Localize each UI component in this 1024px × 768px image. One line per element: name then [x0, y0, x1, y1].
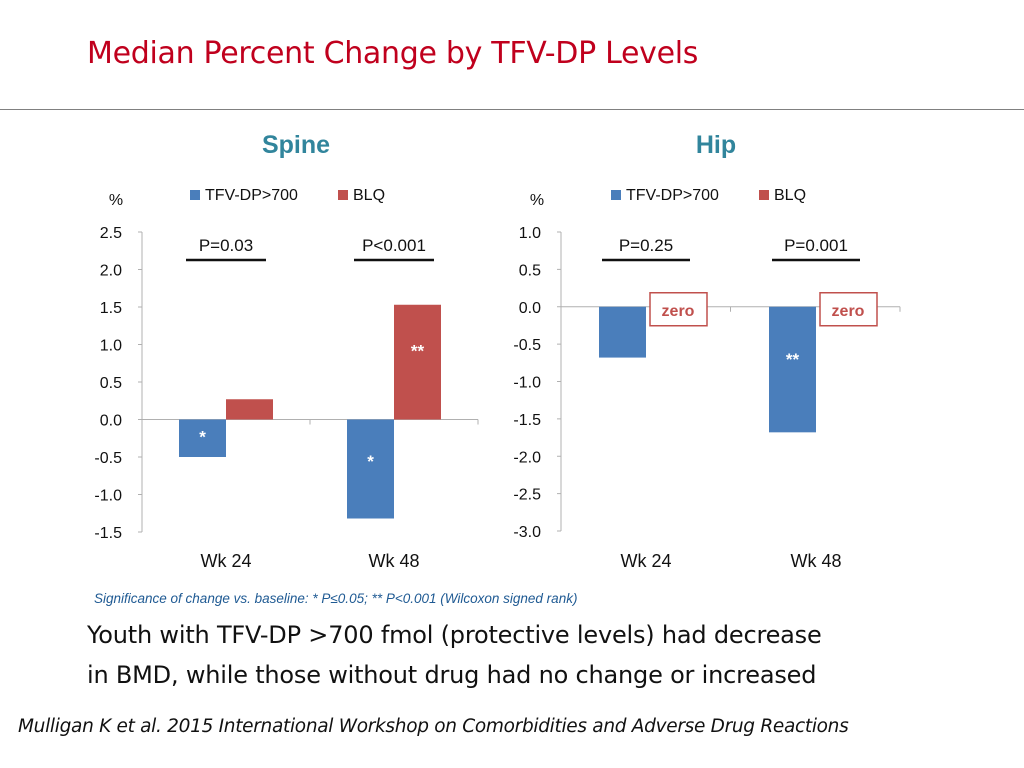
spine-bar-tfv-wk24: [179, 419, 226, 457]
hip-y-tick-label: -1.0: [513, 375, 541, 392]
title-divider: [0, 109, 1024, 110]
spine-pvalue-wk48: P<0.001: [362, 236, 426, 255]
hip-zero-box-wk48: [819, 292, 878, 327]
hip-bar-tfv-wk24: [599, 306, 646, 358]
hip-significance-mark-wk48: **: [786, 350, 800, 369]
hip-y-tick-label: 1.0: [519, 225, 541, 242]
hip-legend-label-tfv: TFV-DP>700: [626, 187, 719, 204]
hip-pvalue-wk48: P=0.001: [784, 236, 848, 255]
spine-y-tick-label: 2.0: [100, 263, 122, 280]
hip-y-tick-label: 0.5: [519, 262, 541, 279]
spine-significance-mark-wk48: **: [411, 341, 425, 360]
hip-legend-swatch-tfv: [611, 190, 621, 200]
caption: Youth with TFV-DP >700 fmol (protective …: [87, 615, 822, 695]
bmd-charts-figure: Significance of change vs. baseline: * P…: [94, 131, 901, 606]
hip-y-axis-label: %: [530, 192, 544, 209]
hip-chart-title: Hip: [696, 131, 736, 159]
hip-pvalue-wk24: P=0.25: [619, 236, 673, 255]
spine-chart-title: Spine: [262, 131, 330, 159]
hip-bar-tfv-wk48: [769, 306, 816, 433]
spine-y-tick-label: 2.5: [100, 225, 122, 242]
spine-pvalue-wk24: P=0.03: [199, 236, 253, 255]
spine-x-label-wk24: Wk 24: [200, 551, 251, 571]
hip-x-label-wk48: Wk 48: [790, 551, 841, 571]
spine-legend-swatch-tfv: [190, 190, 200, 200]
spine-significance-mark-wk24: *: [199, 428, 206, 447]
hip-y-tick-label: 0.0: [519, 300, 541, 317]
slide-title: Median Percent Change by TFV-DP Levels: [87, 36, 699, 71]
hip-zero-box-wk24: [649, 292, 708, 327]
spine-y-tick-label: -1.0: [94, 488, 122, 505]
hip-zero-label-wk24: zero: [662, 303, 695, 320]
hip-y-tick-label: -2.0: [513, 449, 541, 466]
hip-y-tick-label: -0.5: [513, 337, 541, 354]
hip-y-tick-label: -1.5: [513, 412, 541, 429]
spine-significance-mark-wk48: *: [367, 452, 374, 471]
caption-line-2: in BMD, while those without drug had no …: [87, 661, 817, 689]
spine-bar-blq-wk24: [226, 399, 273, 420]
hip-zero-label-wk48: zero: [832, 303, 865, 320]
spine-x-label-wk48: Wk 48: [368, 551, 419, 571]
citation: Mulligan K et al. 2015 International Wor…: [18, 716, 849, 737]
caption-line-1: Youth with TFV-DP >700 fmol (protective …: [87, 621, 822, 649]
spine-y-tick-label: 0.5: [100, 375, 122, 392]
spine-y-tick-label: -1.5: [94, 525, 122, 542]
spine-legend-swatch-blq: [338, 190, 348, 200]
spine-y-tick-label: 1.0: [100, 338, 122, 355]
hip-legend-swatch-blq: [759, 190, 769, 200]
spine-y-axis-label: %: [109, 192, 123, 209]
spine-legend-label-tfv: TFV-DP>700: [205, 187, 298, 204]
spine-y-tick-label: -0.5: [94, 450, 122, 467]
hip-y-tick-label: -3.0: [513, 524, 541, 541]
significance-footnote: Significance of change vs. baseline: * P…: [94, 591, 577, 606]
hip-x-label-wk24: Wk 24: [620, 551, 671, 571]
spine-bar-blq-wk48: [394, 304, 441, 420]
spine-y-tick-label: 1.5: [100, 300, 122, 317]
spine-bar-tfv-wk48: [347, 419, 394, 519]
hip-y-tick-label: -2.5: [513, 487, 541, 504]
spine-y-tick-label: 0.0: [100, 413, 122, 430]
spine-legend-label-blq: BLQ: [353, 187, 385, 204]
hip-legend-label-blq: BLQ: [774, 187, 806, 204]
